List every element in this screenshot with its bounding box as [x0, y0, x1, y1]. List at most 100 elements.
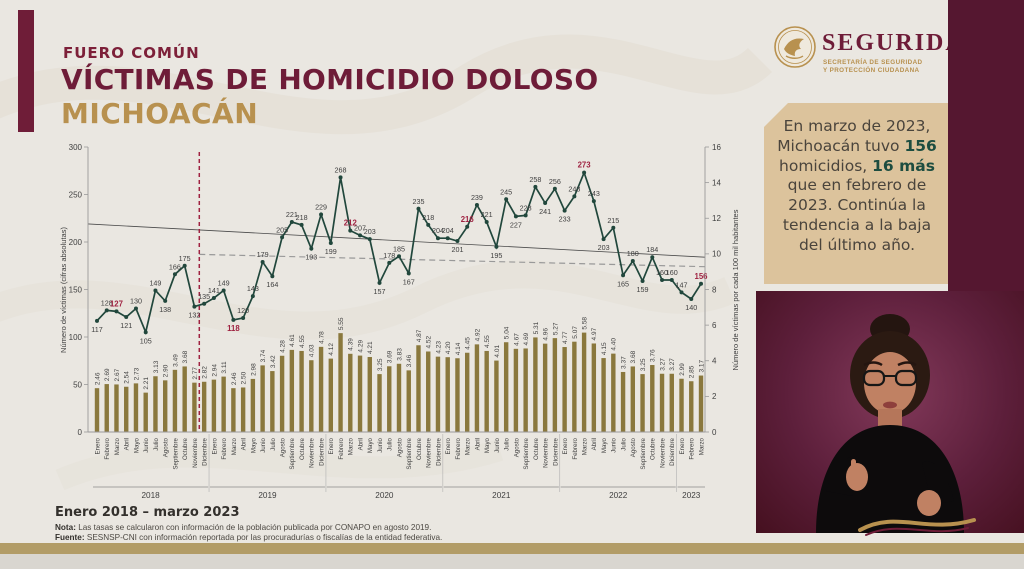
- rate-bar-label: 4.29: [357, 340, 364, 353]
- line-point: [241, 316, 246, 320]
- line-label: 165: [617, 279, 629, 288]
- rate-bar-label: 4.21: [367, 341, 374, 354]
- month-label: Mayo: [367, 437, 374, 453]
- rate-bar-label: 3.27: [669, 358, 676, 371]
- month-label: Septiembre: [523, 437, 530, 469]
- logo-subtitle: SECRETARÍA DE SEGURIDAD Y PROTECCIÓN CIUD…: [823, 59, 923, 74]
- rate-bar: [299, 350, 304, 432]
- month-label: Octubre: [416, 437, 423, 460]
- month-label: Julio: [387, 437, 394, 450]
- line-point: [582, 170, 587, 175]
- eagle-emblem-icon: [774, 26, 816, 68]
- rate-bar: [309, 360, 314, 432]
- region-title: MICHOACÁN: [61, 97, 259, 130]
- line-point: [484, 220, 489, 225]
- rate-bar-label: 3.27: [659, 358, 666, 371]
- rate-bar: [630, 366, 636, 432]
- month-label: Diciembre: [202, 437, 209, 465]
- rate-bar-label: 3.11: [221, 361, 228, 374]
- rate-bar-label: 2.98: [250, 363, 257, 376]
- rate-bar-label: 3.74: [260, 349, 267, 362]
- left-tick-label: 300: [69, 143, 83, 152]
- rate-bar-label: 2.77: [192, 367, 199, 380]
- line-point: [289, 220, 294, 225]
- line-point: [114, 309, 119, 314]
- rate-bar-label: 4.39: [348, 338, 355, 351]
- month-label: Junio: [377, 437, 384, 452]
- rate-bar-label: 3.69: [387, 350, 394, 363]
- rate-bar: [240, 387, 246, 432]
- line-label: 243: [588, 189, 600, 198]
- rate-bar-label: 2.50: [241, 371, 248, 384]
- month-label: Julio: [270, 437, 277, 450]
- rate-bar-label: 2.90: [163, 364, 170, 377]
- right-tick-label: 4: [712, 357, 717, 366]
- rate-bar: [396, 363, 402, 432]
- line-label: 160: [666, 268, 678, 277]
- rate-bar-label: 2.46: [231, 372, 238, 385]
- rate-bar-label: 3.83: [396, 348, 403, 361]
- rate-bar-label: 4.01: [494, 345, 501, 358]
- line-point: [133, 306, 138, 311]
- rate-bar-label: 4.69: [523, 332, 530, 345]
- year-label: 2018: [141, 491, 160, 500]
- rate-bar-label: 4.12: [328, 343, 335, 356]
- rate-bar: [513, 348, 519, 432]
- line-point: [513, 214, 518, 219]
- line-label: 160: [656, 268, 668, 277]
- line-label: 218: [422, 213, 434, 222]
- rate-bar: [601, 358, 606, 432]
- month-label: Abril: [241, 438, 248, 450]
- rate-bar: [698, 375, 704, 432]
- line-point: [621, 273, 626, 278]
- rate-bar: [552, 338, 558, 432]
- rate-bar: [318, 346, 324, 432]
- rate-bar: [650, 365, 655, 432]
- line-label: 147: [676, 280, 688, 289]
- page-title: VÍCTIMAS DE HOMICIDIO DOLOSO: [61, 63, 599, 96]
- line-point: [163, 298, 168, 303]
- callout-text: En marzo de 2023, Michoacán tuvo 156 hom…: [777, 117, 937, 254]
- rate-bar: [620, 371, 626, 432]
- line-label-march: 212: [344, 219, 358, 228]
- line-label: 203: [598, 243, 610, 252]
- rate-bar: [562, 347, 567, 432]
- month-label: Agosto: [279, 437, 286, 457]
- month-label: Octubre: [299, 437, 306, 460]
- rate-bar-label: 2.21: [143, 377, 150, 390]
- rate-bar: [367, 357, 372, 432]
- rate-bar: [143, 392, 148, 432]
- line-label: 135: [198, 292, 210, 301]
- line-label: 132: [188, 311, 200, 320]
- rate-bar: [182, 366, 187, 432]
- rate-bar-label: 2.73: [133, 367, 140, 380]
- rate-bar: [221, 376, 226, 432]
- month-label: Septiembre: [289, 437, 296, 469]
- line-label-march: 118: [227, 324, 240, 333]
- month-label: Noviembre: [192, 437, 199, 467]
- line-point: [650, 255, 655, 260]
- line-label-march: 156: [694, 272, 708, 281]
- line-point: [406, 271, 411, 276]
- rate-bar-label: 3.25: [377, 358, 384, 371]
- line-label: 149: [218, 278, 230, 287]
- rate-bar-label: 3.13: [153, 360, 160, 373]
- line-point: [153, 288, 158, 293]
- right-tick-label: 16: [712, 143, 721, 152]
- gold-divider-band: [0, 543, 1024, 554]
- line-point: [533, 184, 538, 189]
- line-label: 199: [325, 247, 337, 256]
- rate-bar-label: 3.68: [630, 350, 637, 363]
- right-tick-label: 12: [712, 214, 721, 223]
- line-label: 233: [559, 215, 571, 224]
- line-label: 178: [383, 251, 395, 260]
- rate-bar-label: 5.58: [582, 317, 589, 330]
- line-point: [689, 297, 694, 301]
- line-label: 227: [510, 220, 522, 229]
- rate-bar-label: 3.49: [172, 354, 179, 367]
- month-label: Febrero: [689, 437, 696, 459]
- line-label: 117: [91, 325, 102, 334]
- line-label: 120: [237, 306, 249, 315]
- rate-bar-label: 2.54: [124, 371, 131, 384]
- nota: Nota: Las tasas se calcularon con inform…: [55, 523, 432, 532]
